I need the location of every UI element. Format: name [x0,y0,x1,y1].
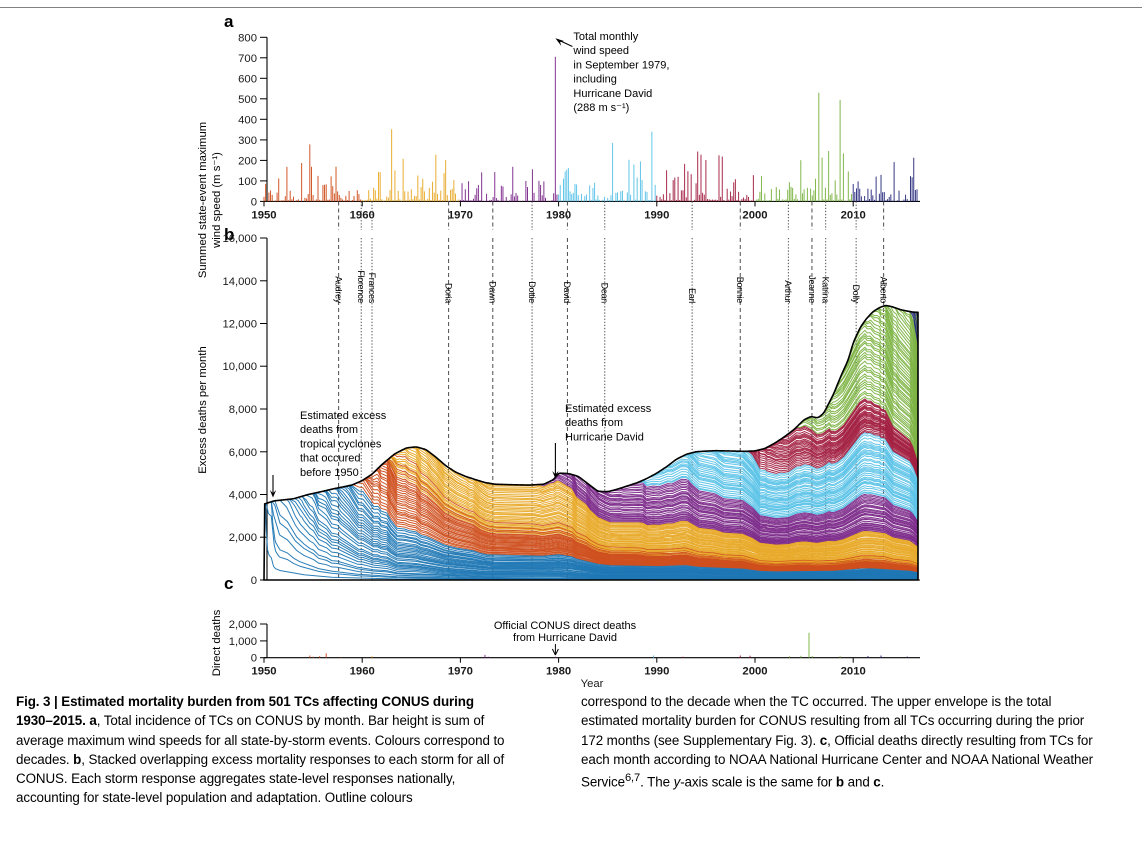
svg-text:1990: 1990 [644,209,669,221]
svg-text:12,000: 12,000 [222,319,257,331]
svg-text:6,000: 6,000 [229,447,257,459]
svg-text:400: 400 [238,114,257,126]
svg-text:100: 100 [238,176,257,188]
svg-text:Bonnie: Bonnie [735,277,745,304]
svg-text:Dean: Dean [600,283,610,304]
svg-text:Summed state-event maximum: Summed state-event maximum [197,122,209,278]
svg-text:10,000: 10,000 [222,361,257,373]
svg-text:Katrina: Katrina [820,277,830,304]
svg-text:1990: 1990 [644,666,669,678]
svg-text:2000: 2000 [742,209,767,221]
svg-text:0: 0 [251,575,257,587]
svg-text:c: c [224,574,233,593]
svg-text:before 1950: before 1950 [300,467,359,479]
svg-text:2000: 2000 [742,666,767,678]
svg-text:1,000: 1,000 [229,636,257,648]
svg-text:Dawn: Dawn [488,281,498,303]
svg-text:deaths from: deaths from [300,424,358,436]
svg-text:1950: 1950 [251,209,276,221]
svg-text:Frances: Frances [367,273,377,304]
svg-text:2,000: 2,000 [229,619,257,631]
svg-text:0: 0 [251,196,257,208]
svg-text:in September 1979,: in September 1979, [573,59,669,71]
svg-text:Audrey: Audrey [333,276,343,304]
svg-text:2,000: 2,000 [229,532,257,544]
svg-text:Arthur: Arthur [783,280,793,303]
svg-text:4,000: 4,000 [229,490,257,502]
svg-text:from Hurricane David: from Hurricane David [513,632,617,644]
svg-text:1960: 1960 [350,666,375,678]
svg-text:deaths from: deaths from [565,417,623,429]
svg-text:1970: 1970 [448,209,473,221]
svg-text:Excess deaths per month: Excess deaths per month [197,346,209,473]
svg-text:including: including [573,74,616,86]
svg-text:2010: 2010 [841,209,866,221]
svg-text:Official CONUS direct deaths: Official CONUS direct deaths [494,620,637,632]
svg-text:(288 m s⁻¹): (288 m s⁻¹) [573,102,629,114]
svg-text:Jeanne: Jeanne [807,275,817,303]
svg-text:600: 600 [238,73,257,85]
svg-text:Doria: Doria [443,283,453,303]
svg-text:Direct deaths: Direct deaths [211,609,223,676]
svg-text:Year: Year [581,678,604,690]
svg-text:Earl: Earl [687,288,697,303]
svg-text:700: 700 [238,53,257,65]
svg-text:Dolly: Dolly [851,284,861,303]
svg-text:1950: 1950 [251,666,276,678]
svg-text:Total monthly: Total monthly [573,31,638,43]
svg-text:Dottie: Dottie [527,281,537,303]
svg-text:wind speed (m s⁻¹): wind speed (m s⁻¹) [211,152,223,249]
svg-text:1960: 1960 [350,209,375,221]
svg-text:David: David [562,281,572,303]
svg-text:14,000: 14,000 [222,276,257,288]
svg-text:Estimated excess: Estimated excess [565,403,652,415]
svg-text:16,000: 16,000 [222,233,257,245]
svg-text:800: 800 [238,32,257,44]
svg-text:8,000: 8,000 [229,404,257,416]
svg-text:Hurricane David: Hurricane David [573,88,652,100]
svg-text:Florence: Florence [356,270,366,303]
svg-text:300: 300 [238,135,257,147]
svg-text:0: 0 [251,653,257,665]
svg-text:that occured: that occured [300,453,361,465]
svg-text:1980: 1980 [546,666,571,678]
svg-text:2010: 2010 [841,666,866,678]
svg-text:Hurricane David: Hurricane David [565,431,644,443]
svg-text:wind speed: wind speed [572,45,629,57]
svg-text:Estimated excess: Estimated excess [300,410,387,422]
svg-text:a: a [224,12,234,31]
svg-text:500: 500 [238,94,257,106]
svg-text:tropical cyclones: tropical cyclones [300,438,382,450]
svg-text:200: 200 [238,155,257,167]
svg-text:Alberto: Alberto [878,277,888,304]
svg-text:1970: 1970 [448,666,473,678]
